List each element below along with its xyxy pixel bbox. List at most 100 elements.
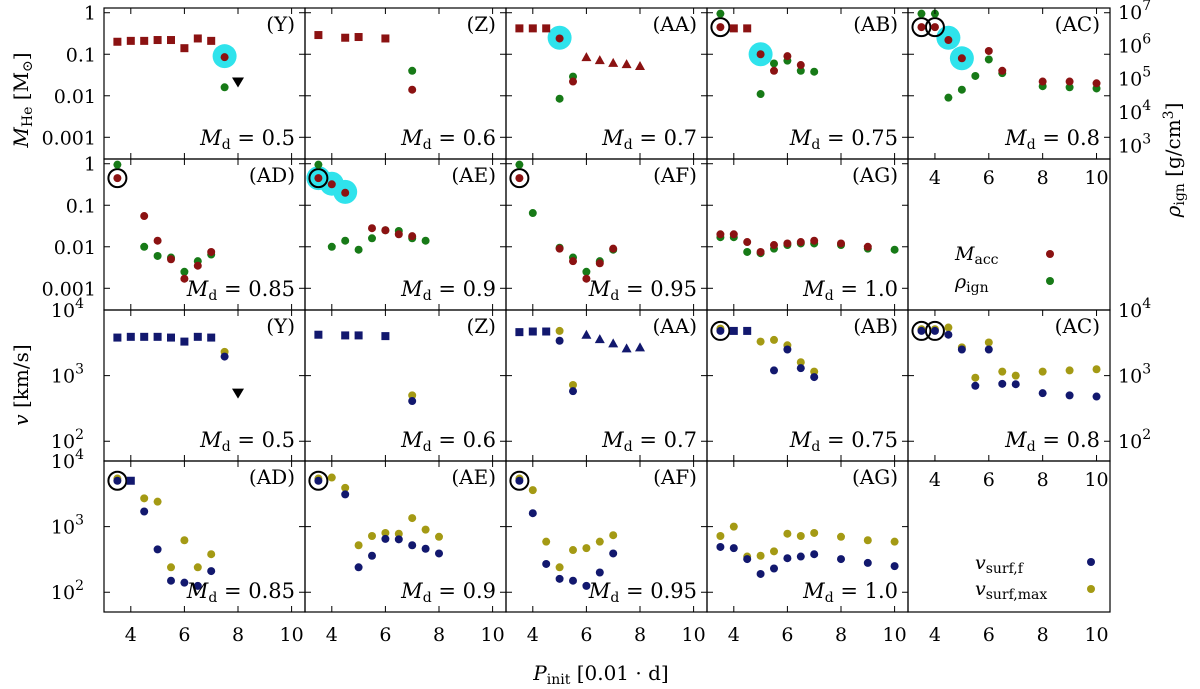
acc-point	[327, 180, 336, 189]
acc-square-point	[113, 37, 122, 46]
vmax-point	[984, 338, 993, 347]
velocity-tick-label: 102	[51, 427, 84, 453]
acc-point	[153, 236, 162, 245]
velocity-tick-label-right: 102	[1118, 427, 1151, 453]
md-value: = 0.7	[633, 428, 697, 452]
vf-point	[167, 576, 175, 585]
axis-ticks	[104, 8, 1110, 612]
vf-point	[220, 352, 229, 361]
ign-point	[140, 242, 149, 251]
density-axis-label: ρign [g/cm3]	[1161, 103, 1188, 219]
acc-point	[408, 232, 417, 241]
vf-point	[930, 326, 939, 335]
velocity-tick-label-right: 103	[1118, 362, 1151, 388]
panel-id-label: (Y)	[266, 12, 295, 36]
vf-square-point	[528, 327, 537, 336]
vmax-point	[944, 323, 953, 332]
x-tick-label: 10	[883, 624, 907, 646]
vf-point	[971, 381, 980, 390]
acc-point	[394, 230, 403, 239]
acc-point	[756, 50, 765, 59]
md-subscript: d	[1027, 439, 1036, 455]
vf-point	[957, 345, 966, 354]
x-tick-label: 4	[728, 624, 740, 646]
acc-point	[770, 66, 778, 75]
ign-point	[944, 93, 953, 102]
density-tick-label: 105	[1118, 65, 1151, 91]
vmax-point	[368, 531, 376, 540]
acc-point	[167, 255, 175, 264]
acc-square-point	[743, 24, 752, 33]
vf-point	[783, 345, 792, 354]
ring-marker	[911, 17, 932, 38]
md-subscript: d	[1027, 137, 1036, 153]
acc-square-point	[153, 36, 162, 45]
md-subscript: d	[811, 137, 820, 153]
vf-triangle-point	[594, 334, 605, 344]
vmax-point	[756, 337, 765, 346]
mass-tick-label: 1	[84, 154, 96, 176]
md-label: Md = 0.85	[186, 579, 295, 606]
density-tick-exp: 6	[1142, 31, 1151, 47]
panel-id-label: (AE)	[451, 163, 496, 187]
legend-vmax-marker	[1087, 585, 1095, 593]
md-label: Md = 0.6	[400, 126, 496, 153]
acc-square-point	[354, 33, 363, 42]
md-symbol: M	[400, 428, 423, 452]
vf-point	[113, 476, 122, 485]
x-tick-label-lower: 10	[1084, 469, 1108, 491]
vf-square-point	[354, 331, 363, 340]
md-symbol: M	[789, 428, 812, 452]
md-subscript: d	[610, 288, 619, 304]
density-tick-label: 104	[1118, 98, 1151, 124]
panel-id-label: (AF)	[653, 163, 697, 187]
vmax-point	[863, 536, 872, 545]
vf-point	[582, 581, 591, 590]
panel-id-label: (AG)	[852, 465, 898, 489]
acc-point	[984, 46, 993, 55]
vf-square-point	[193, 332, 202, 341]
acc-point	[408, 85, 417, 94]
x-tick-label: 8	[1037, 624, 1049, 646]
velocity-tick-exp: 2	[1142, 427, 1151, 443]
md-value: = 0.5	[231, 126, 295, 150]
acc-point	[957, 54, 966, 63]
vf-triangle-point	[581, 329, 592, 339]
md-label: Md = 1.0	[802, 579, 898, 606]
vf-point	[1038, 389, 1047, 398]
acc-point	[140, 212, 149, 221]
ign-point	[770, 59, 778, 68]
acc-point	[220, 53, 229, 62]
x-tick-label-upper: 6	[983, 167, 995, 189]
ign-point	[113, 160, 122, 169]
vf-point	[716, 542, 725, 551]
x-tick-label: 4	[929, 624, 941, 646]
density-tick-label: 103	[1118, 132, 1151, 158]
panel-id-label: (AC)	[1055, 12, 1100, 36]
ring-marker	[308, 470, 329, 491]
velocity-axis-label: v [km/s]	[9, 344, 33, 425]
md-value: = 1.0	[834, 277, 898, 301]
vmax-point	[569, 546, 577, 555]
density-tick-exp: 4	[1142, 98, 1151, 114]
x-tick-label: 4	[326, 624, 338, 646]
vf-point	[595, 568, 604, 577]
md-value: = 0.95	[619, 277, 697, 301]
ign-point	[528, 209, 537, 218]
acc-point	[810, 236, 819, 245]
vmax-point	[327, 473, 336, 482]
ign-point	[716, 9, 725, 18]
md-subscript: d	[610, 590, 619, 606]
ring-marker	[107, 470, 128, 491]
acc-square-point	[729, 24, 738, 33]
md-label: Md = 0.6	[400, 428, 496, 455]
acc-point	[381, 226, 390, 235]
ign-point	[890, 245, 899, 254]
acc-square-point	[126, 36, 135, 45]
vmax-point	[756, 551, 765, 560]
velocity-tick-base: 10	[51, 582, 75, 604]
md-value: = 0.8	[1036, 428, 1100, 452]
vmax-point	[421, 525, 430, 534]
x-tick-label-upper: 4	[929, 167, 941, 189]
vf-point	[609, 549, 618, 558]
